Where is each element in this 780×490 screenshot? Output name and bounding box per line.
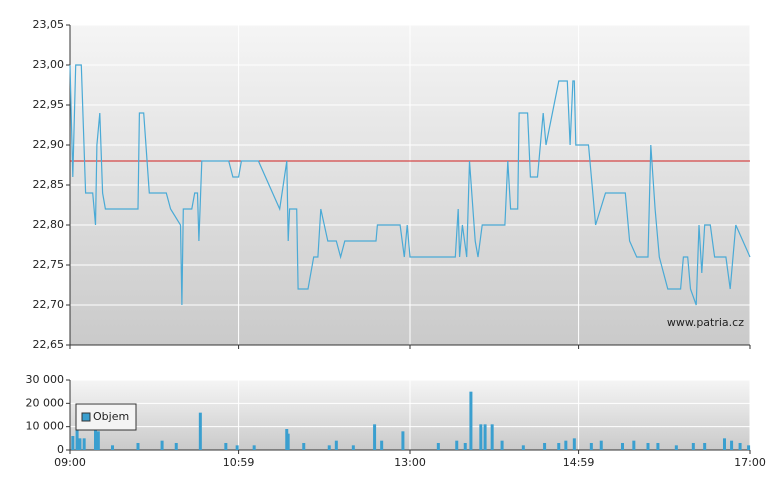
volume-bar xyxy=(75,426,79,450)
volume-bar xyxy=(82,438,86,450)
y-tick-label: 22,65 xyxy=(33,338,65,351)
volume-bar xyxy=(589,443,593,450)
x-tick-label: 10:59 xyxy=(223,456,255,469)
volume-bar xyxy=(302,443,306,450)
volume-bar xyxy=(738,443,742,450)
volume-bar xyxy=(401,431,405,450)
legend-swatch xyxy=(81,412,91,422)
y-tick-label: 0 xyxy=(57,443,64,456)
volume-bar xyxy=(94,422,97,450)
volume-bar xyxy=(691,443,695,450)
volume-bar xyxy=(78,438,82,450)
volume-bar xyxy=(703,443,707,450)
y-tick-label: 23,00 xyxy=(33,58,65,71)
volume-bar xyxy=(599,440,603,450)
volume-bar xyxy=(621,443,624,450)
volume-bar xyxy=(198,412,202,450)
volume-bar xyxy=(730,440,734,450)
y-tick-label: 20 000 xyxy=(26,396,65,409)
volume-bar xyxy=(543,443,547,450)
volume-bar xyxy=(286,433,290,450)
volume-bar xyxy=(111,445,114,450)
price-line xyxy=(69,64,751,306)
volume-bar xyxy=(646,443,650,450)
volume-bar xyxy=(469,391,473,450)
y-tick-label: 23,05 xyxy=(33,18,65,31)
volume-bar xyxy=(557,443,561,450)
volume-bar xyxy=(436,443,440,450)
volume-bar xyxy=(136,443,140,450)
y-tick-label: 22,70 xyxy=(33,298,65,311)
y-tick-label: 10 000 xyxy=(26,420,65,433)
y-tick-label: 22,90 xyxy=(33,138,65,151)
y-tick-label: 22,95 xyxy=(33,98,65,111)
volume-bar xyxy=(483,424,487,450)
volume-bar xyxy=(656,443,660,450)
volume-bar xyxy=(96,431,100,450)
volume-bar xyxy=(71,436,75,450)
volume-bar xyxy=(747,445,751,450)
volume-bar xyxy=(174,443,178,450)
x-tick-label: 13:00 xyxy=(394,456,426,469)
volume-bar xyxy=(455,440,459,450)
x-tick-label: 09:00 xyxy=(54,456,86,469)
volume-bar xyxy=(572,438,576,450)
volume-bar xyxy=(674,445,678,450)
volume-bar xyxy=(380,440,384,450)
y-tick-label: 22,85 xyxy=(33,178,65,191)
y-tick-label: 30 000 xyxy=(26,373,65,386)
volume-bar xyxy=(564,440,568,450)
volume-bar xyxy=(334,440,338,450)
legend-label: Objem xyxy=(93,410,129,423)
watermark: www.patria.cz xyxy=(667,316,744,329)
volume-bar xyxy=(351,445,355,450)
volume-bar xyxy=(224,443,228,450)
volume-bar xyxy=(327,445,331,450)
volume-bar xyxy=(723,438,726,450)
volume-bar xyxy=(521,445,525,450)
volume-bar xyxy=(632,440,636,450)
volume-bar xyxy=(479,424,483,450)
volume-bar xyxy=(373,424,377,450)
volume-bar xyxy=(235,445,239,450)
y-tick-label: 22,80 xyxy=(33,218,65,231)
x-tick-label: 14:59 xyxy=(563,456,595,469)
x-tick-label: 17:00 xyxy=(734,456,766,469)
volume-bar xyxy=(160,440,164,450)
volume-bar xyxy=(490,424,494,450)
volume-bar xyxy=(500,440,504,450)
y-tick-label: 22,75 xyxy=(33,258,65,271)
volume-bar xyxy=(252,445,256,450)
volume-bar xyxy=(463,443,467,450)
